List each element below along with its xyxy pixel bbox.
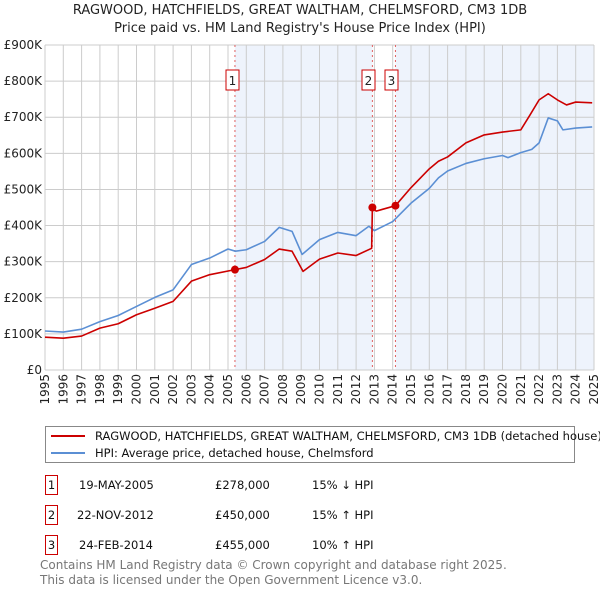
x-tick-label: 2020 — [496, 374, 510, 405]
transaction-date: 22-NOV-2012 — [77, 508, 154, 522]
x-tick-label: 1995 — [38, 374, 52, 405]
x-tick-label: 2012 — [349, 374, 363, 405]
legend-item-property: RAGWOOD, HATCHFIELDS, GREAT WALTHAM, CHE… — [46, 428, 600, 444]
hpi-line — [44, 117, 593, 333]
sale-label-box — [361, 69, 376, 91]
legend-label-property: RAGWOOD, HATCHFIELDS, GREAT WALTHAM, CHE… — [95, 429, 600, 443]
chart-title: RAGWOOD, HATCHFIELDS, GREAT WALTHAM, CHE… — [72, 3, 528, 18]
x-tick-label: 2016 — [422, 374, 436, 405]
sale-label-box — [225, 69, 240, 91]
sale-point — [230, 265, 239, 274]
y-tick-label: £100K — [4, 327, 44, 341]
transaction-marker: 1 — [45, 475, 58, 495]
x-tick-label: 2025 — [587, 374, 600, 405]
y-tick-label: £600K — [4, 146, 44, 160]
footer-licence: This data is licensed under the Open Gov… — [40, 573, 423, 587]
transaction-hpi: 15% ↓ HPI — [312, 478, 374, 492]
legend-label-hpi: HPI: Average price, detached house, Chel… — [95, 446, 374, 460]
y-tick-label: £400K — [4, 219, 44, 233]
x-tick-label: 2013 — [367, 374, 381, 405]
x-tick-label: 2005 — [221, 374, 235, 405]
x-tick-label: 1998 — [93, 374, 107, 405]
x-tick-label: 2018 — [459, 374, 473, 405]
property-price-line — [44, 92, 593, 340]
sale-point — [391, 201, 400, 210]
x-tick-label: 2022 — [532, 374, 546, 405]
transaction-price: £278,000 — [215, 478, 270, 492]
x-tick-label: 2007 — [258, 374, 272, 405]
x-tick-label: 2002 — [166, 374, 180, 405]
transaction-price: £450,000 — [215, 508, 270, 522]
price-chart: 1995 1996 1997 1998 1999 2000 2001 2002 2003 2004… — [4, 38, 600, 405]
legend-swatch-hpi — [51, 452, 85, 454]
x-tick-label: 2006 — [239, 374, 253, 405]
x-tick-label: 2000 — [130, 374, 144, 405]
y-tick-label: £500K — [4, 182, 44, 196]
y-tick-label: £200K — [4, 291, 44, 305]
y-tick-label: £800K — [4, 74, 44, 88]
sale-label: 1 — [229, 74, 237, 88]
x-tick-label: 1996 — [56, 374, 70, 405]
x-tick-label: 1997 — [75, 374, 89, 405]
x-tick-label: 2019 — [477, 374, 491, 405]
x-tick-label: 2004 — [203, 374, 217, 405]
sale-label-box — [384, 69, 399, 91]
y-tick-label: £0 — [27, 363, 42, 377]
y-tick-label: £300K — [4, 255, 44, 269]
x-tick-label: 1999 — [111, 374, 125, 405]
legend-swatch-property — [51, 435, 85, 437]
x-tick-label: 2017 — [441, 374, 455, 405]
chart-subtitle: Price paid vs. HM Land Registry's House … — [114, 21, 486, 36]
x-tick-label: 2014 — [386, 374, 400, 405]
x-tick-label: 2011 — [331, 374, 345, 405]
shaded-range — [234, 45, 373, 370]
y-tick-label: £900K — [4, 38, 44, 52]
x-tick-label: 2021 — [514, 374, 528, 405]
x-tick-label: 2015 — [404, 374, 418, 405]
x-tick-label: 2001 — [148, 374, 162, 405]
transaction-hpi: 10% ↑ HPI — [312, 538, 374, 552]
transaction-marker: 2 — [45, 505, 58, 525]
shaded-range — [395, 45, 594, 370]
x-tick-label: 2009 — [294, 374, 308, 405]
footer-copyright: Contains HM Land Registry data © Crown c… — [40, 558, 507, 572]
transaction-hpi: 15% ↑ HPI — [312, 508, 374, 522]
legend-item-hpi: HPI: Average price, detached house, Chel… — [46, 445, 374, 461]
legend: RAGWOOD, HATCHFIELDS, GREAT WALTHAM, CHE… — [45, 426, 600, 463]
transaction-price: £455,000 — [215, 538, 270, 552]
transaction-date: 24-FEB-2014 — [79, 538, 153, 552]
sale-label: 3 — [388, 74, 396, 88]
x-tick-label: 2008 — [276, 374, 290, 405]
transaction-marker: 3 — [45, 535, 58, 555]
x-tick-label: 2023 — [550, 374, 564, 405]
sale-point — [368, 203, 377, 212]
x-tick-label: 2010 — [313, 374, 327, 405]
x-tick-label: 2024 — [569, 374, 583, 405]
x-tick-label: 2003 — [184, 374, 198, 405]
sale-label: 2 — [365, 74, 373, 88]
y-tick-label: £700K — [4, 110, 44, 124]
transaction-date: 19-MAY-2005 — [79, 478, 154, 492]
